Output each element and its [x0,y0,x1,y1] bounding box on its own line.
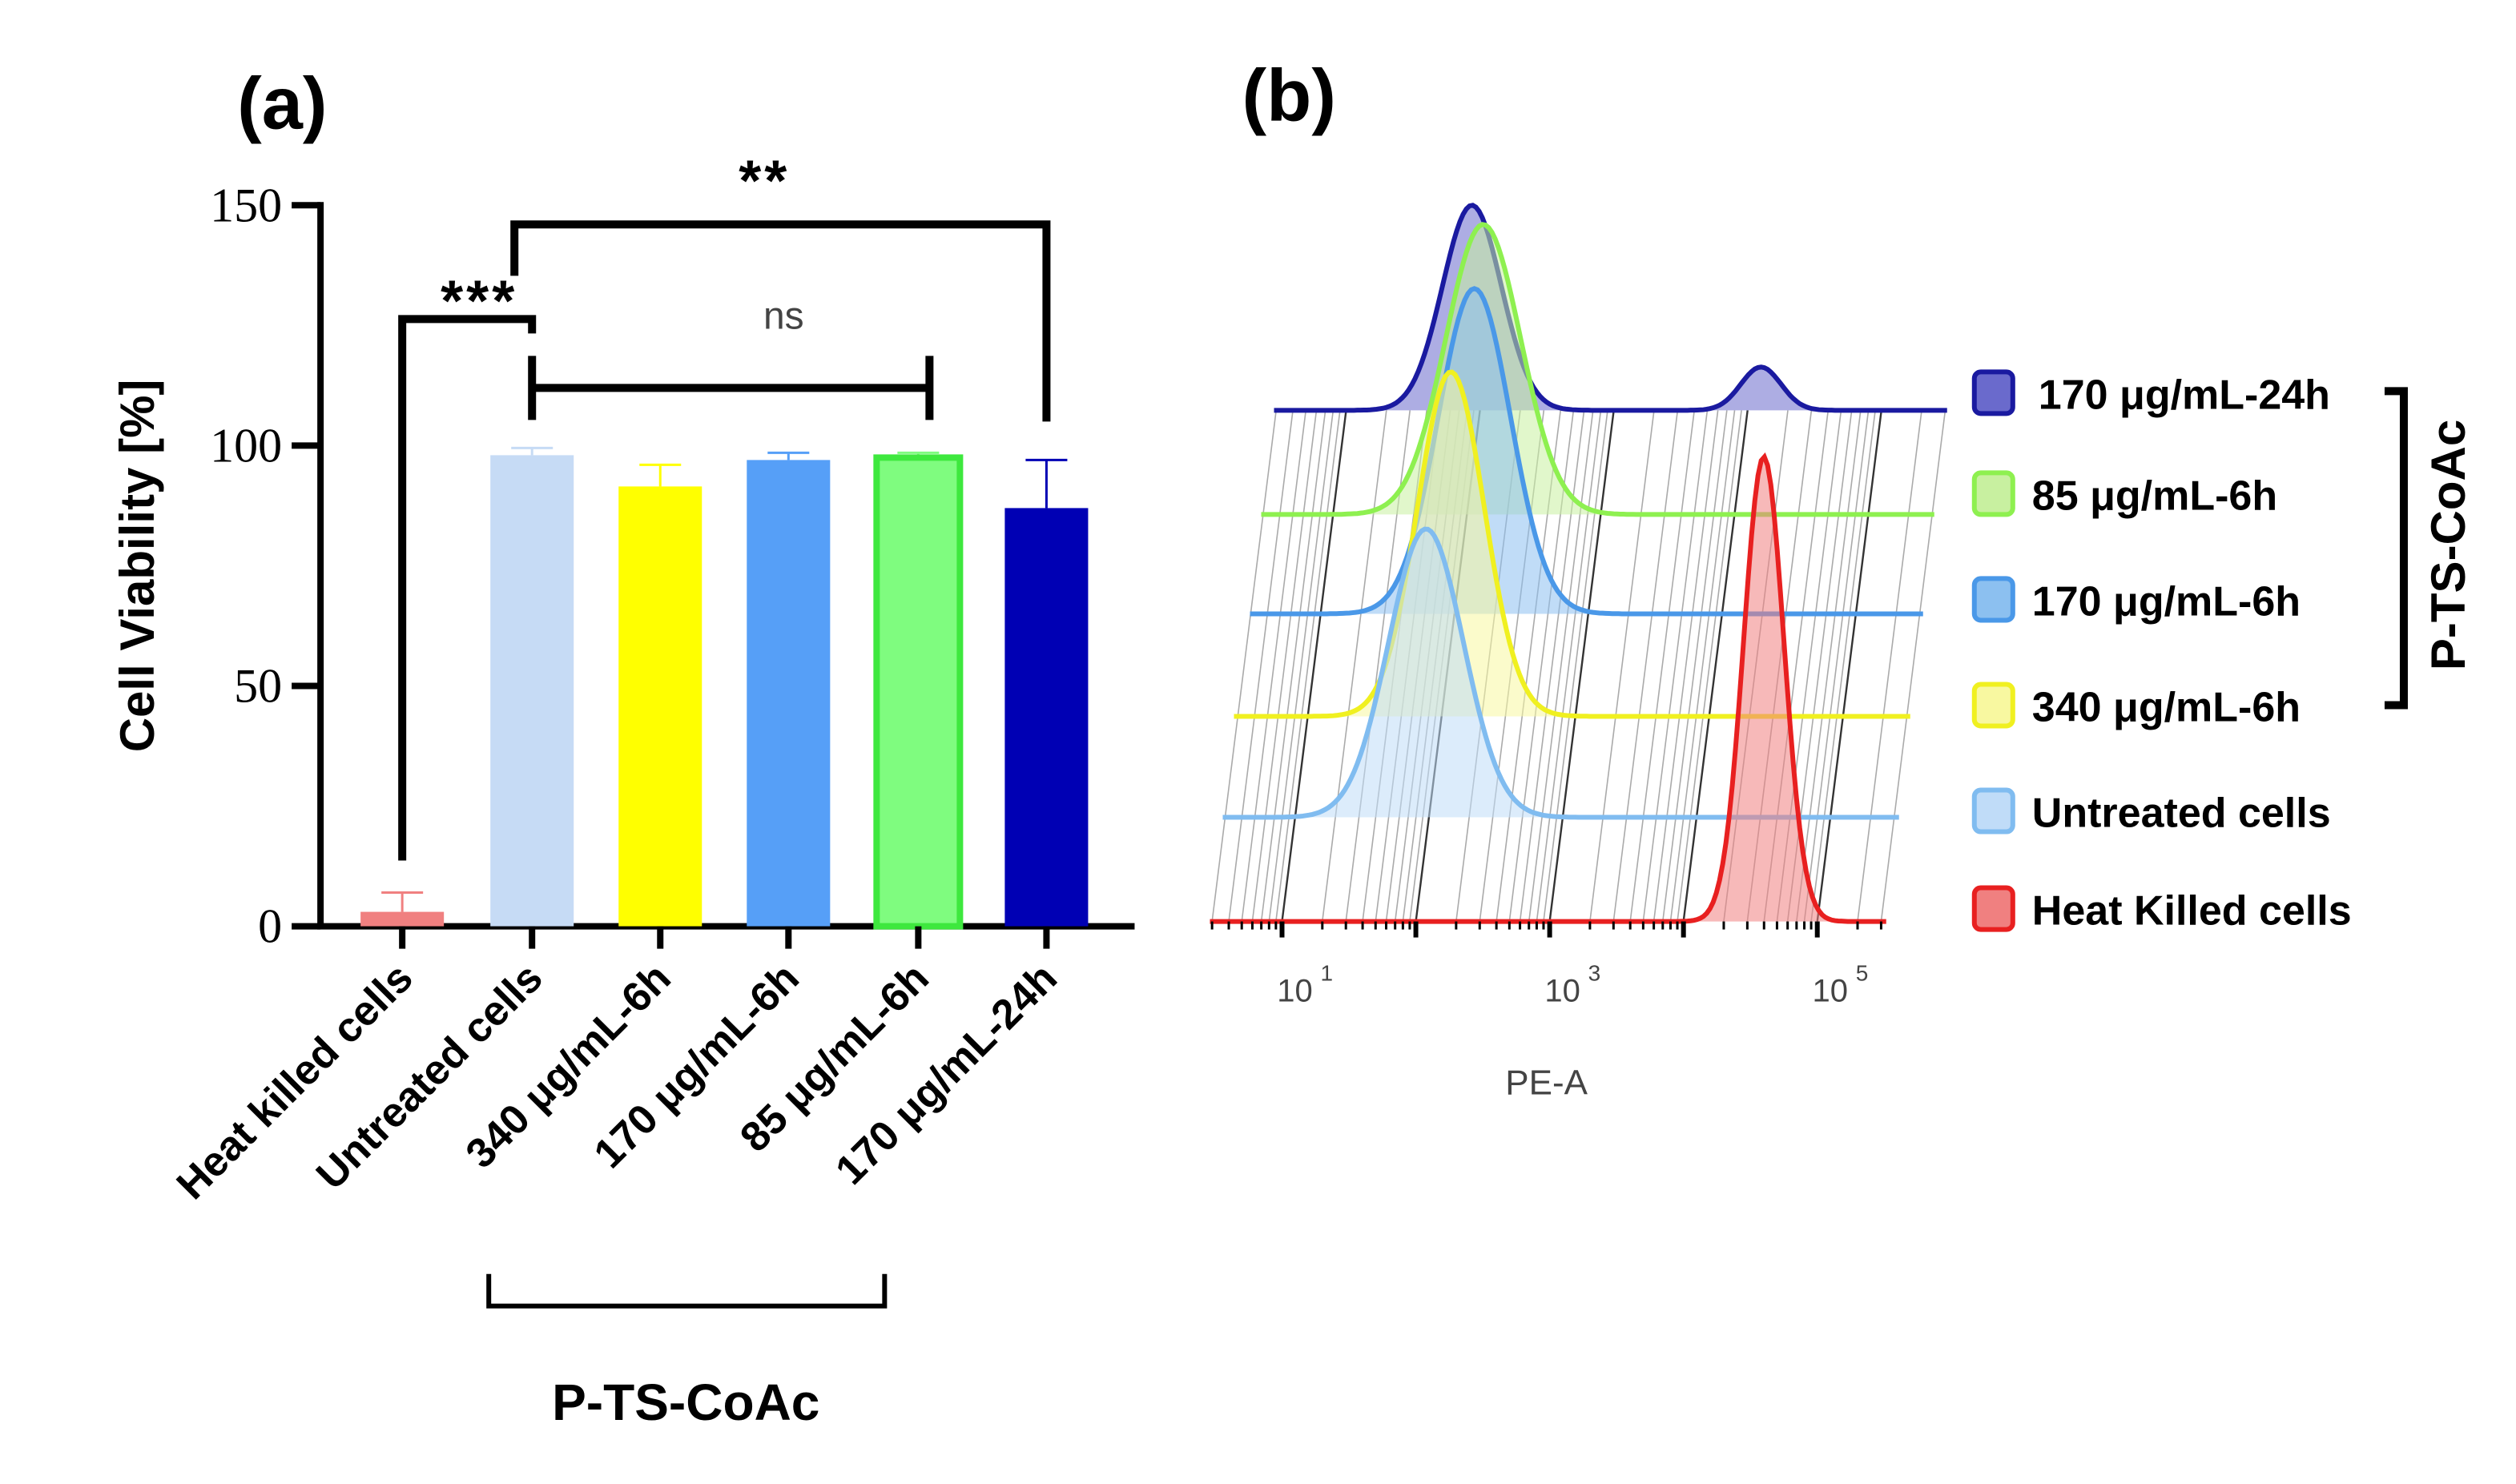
x-tick-exponent: 3 [1588,961,1601,986]
legend-swatch [1971,787,2015,834]
bar [873,454,964,930]
legend-label: Heat Killed cells [2032,888,2352,935]
grid-line [1642,410,1709,922]
group-bracket [486,1273,888,1309]
grid-line [1669,410,1736,922]
significance-bracket [510,220,1051,422]
x-tick-label: Heat killed cells [168,955,422,1209]
grid-line [1677,410,1742,922]
grid-line [1612,410,1679,922]
grid-line [1803,410,1870,922]
histogram-line [1234,369,1910,719]
x-tick-label: 10 [1812,974,1848,1009]
grid-line [1536,410,1602,922]
significance-bracket [398,315,537,861]
grid-line [1816,410,1882,922]
significance-label: ns [763,295,804,337]
legend-label: Untreated cells [2032,790,2331,837]
bar [1004,508,1089,927]
grid-line [1275,410,1341,922]
histogram-fill [1210,456,1888,922]
x-axis-label: PE-A [1505,1064,1588,1103]
legend-swatch [1971,682,2015,729]
histogram-line [1261,222,1934,517]
grid-line [1260,410,1326,922]
grid-line [1548,410,1615,922]
grid-line [1661,410,1728,922]
y-axis-label: Cell Viability [%] [111,380,164,753]
y-tick-label: 150 [210,179,282,231]
grid-line [1629,410,1696,922]
panel-b-label: (b) [1242,54,1335,136]
panel-a-label: (a) [237,62,327,144]
histogram-fill [1261,224,1936,515]
x-tick-exponent: 1 [1321,961,1334,986]
legend-swatch [1971,369,2015,416]
grid-line [1653,410,1719,922]
significance-bracket [528,356,934,420]
grid-line [1211,410,1277,922]
grid-line [1880,410,1946,922]
grid-line [1810,410,1876,922]
legend-swatch [1971,470,2015,517]
legend-label: 85 μg/mL-6h [2032,473,2277,519]
histogram-chart: 10 1 10 3 10 5 [1210,203,1947,1009]
grid-line [1682,410,1749,922]
x-tick-label: 170 μg/mL-24h [827,955,1066,1194]
legend-label: 340 μg/mL-6h [2032,684,2301,730]
legend-group-label: P-TS-CoAc [2421,420,2475,670]
histogram-fill [1222,529,1899,818]
bar [618,486,702,927]
legend-label: 170 μg/mL-6h [2032,578,2301,625]
legend-label: 170 μg/mL-24h [2039,372,2330,418]
y-tick-label: 100 [210,419,282,472]
histogram-line [1250,286,1923,617]
bar [747,460,831,927]
legend: 170 μg/mL-24h 85 μg/mL-6h 170 μg/mL-6h 340 … [1971,369,2352,935]
histogram-line [1274,203,1947,413]
grid-line [1528,410,1594,922]
group-label: P-TS-CoAc [552,1373,819,1431]
grid-line [1251,410,1318,922]
x-tick-label: 10 [1544,974,1580,1009]
legend-swatch [1971,576,2015,623]
legend-group-bracket [2384,387,2408,710]
bar [490,455,574,927]
grid-line [1281,410,1347,922]
bar [360,911,445,927]
grid-line [1857,410,1922,922]
x-tick-label: Untreated cells [308,955,552,1199]
histogram-fill [1274,205,1947,411]
significance-label: ** [739,149,790,213]
y-tick-label: 50 [234,659,282,712]
x-tick-label: 10 [1277,974,1313,1009]
histogram-line [1222,526,1899,820]
x-tick-exponent: 5 [1856,961,1869,986]
grid-line [1241,410,1307,922]
grid-line [1589,410,1655,922]
grid-line [1543,410,1608,922]
y-tick-label: 0 [258,900,282,953]
grid-line [1322,410,1387,922]
legend-swatch [1971,885,2015,932]
significance-label: *** [441,269,517,333]
grid-line [1268,410,1334,922]
grid-line [1228,410,1294,922]
grid-line [1796,410,1862,922]
